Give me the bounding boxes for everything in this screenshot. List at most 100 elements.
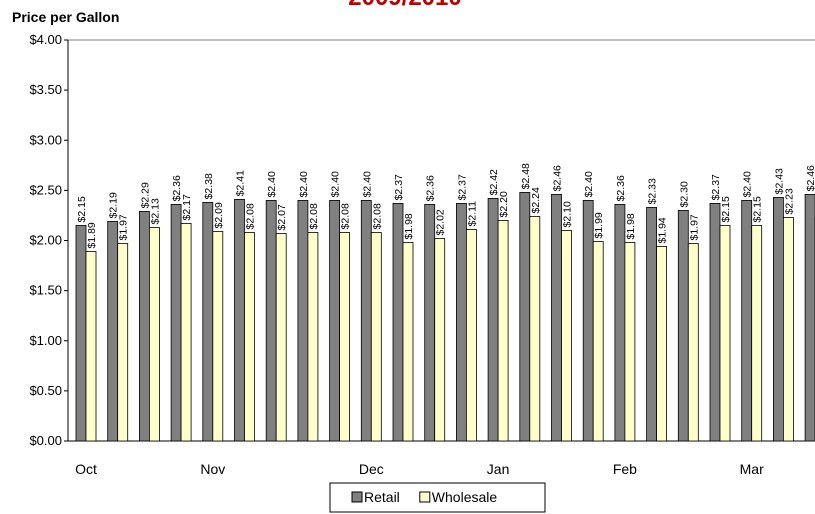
bar — [709, 203, 721, 442]
bar — [339, 232, 351, 442]
bar — [465, 229, 477, 442]
data-label: $2.33 — [647, 178, 659, 204]
data-label: $2.08 — [245, 203, 257, 229]
data-label: $2.46 — [805, 165, 815, 191]
y-tick-label: $0.50 — [29, 383, 62, 398]
y-tick-label: $3.00 — [29, 132, 62, 147]
data-label: $2.11 — [466, 201, 478, 227]
bar — [719, 225, 731, 442]
data-label: $2.15 — [720, 196, 732, 222]
bar — [582, 199, 594, 442]
bar — [434, 238, 446, 442]
bar — [117, 243, 129, 442]
data-label: $2.36 — [615, 175, 627, 201]
bar — [402, 242, 414, 442]
data-label: $1.97 — [688, 214, 700, 240]
bar — [202, 202, 214, 442]
data-label: $1.98 — [403, 213, 415, 239]
data-label: $1.89 — [86, 222, 98, 248]
y-tick-label: $1.00 — [29, 333, 62, 348]
bar — [138, 211, 150, 442]
bar — [329, 199, 341, 442]
legend-label: Wholesale — [432, 489, 498, 505]
bar — [497, 220, 509, 442]
data-label: $2.07 — [276, 204, 288, 230]
data-label: $2.40 — [330, 171, 342, 197]
bar — [244, 232, 255, 442]
data-label: $2.38 — [203, 173, 215, 199]
bar — [773, 196, 784, 442]
chart-title: 2009/2010 — [348, 0, 461, 11]
bar — [592, 241, 604, 442]
data-label: $1.97 — [118, 214, 130, 240]
legend-label: Retail — [364, 489, 400, 505]
bar — [519, 191, 531, 442]
bar — [75, 225, 87, 442]
bar — [741, 199, 753, 442]
bar — [561, 230, 572, 442]
data-label: $2.40 — [361, 171, 373, 197]
bar — [529, 216, 541, 442]
data-label: $2.36 — [171, 175, 183, 201]
y-tick-label: $2.50 — [29, 182, 62, 197]
data-label: $2.29 — [139, 182, 151, 208]
bar — [455, 203, 467, 442]
data-label: $1.94 — [657, 217, 669, 243]
bar — [487, 197, 499, 442]
y-tick-label: $3.50 — [29, 82, 62, 97]
legend-box — [329, 482, 546, 513]
bar — [392, 203, 404, 442]
data-label: $2.17 — [181, 194, 193, 220]
data-label: $2.40 — [298, 171, 310, 197]
bar — [677, 210, 689, 442]
bar — [687, 243, 699, 442]
y-axis-label: Price per Gallon — [12, 9, 119, 25]
bar — [297, 199, 309, 442]
x-tick-label: Mar — [740, 461, 764, 477]
data-label: $2.09 — [213, 202, 225, 228]
bar — [624, 242, 636, 442]
bar — [804, 193, 815, 442]
x-tick-label: Nov — [200, 461, 225, 477]
bar — [424, 204, 436, 442]
bar — [265, 199, 277, 442]
data-label: $2.37 — [456, 174, 468, 200]
y-tick-label: $2.00 — [29, 233, 62, 248]
data-label: $2.08 — [340, 203, 352, 229]
data-label: $2.24 — [530, 187, 542, 213]
data-label: $2.40 — [583, 171, 595, 197]
data-label: $2.10 — [562, 201, 574, 227]
bar — [212, 231, 224, 442]
bar — [656, 246, 667, 442]
data-label: $2.08 — [308, 203, 320, 229]
bar — [360, 199, 372, 442]
data-label: $2.15 — [76, 196, 88, 222]
x-tick-label: Oct — [75, 461, 97, 477]
legend-swatch — [351, 491, 363, 503]
data-label: $2.02 — [435, 209, 447, 235]
data-label: $2.13 — [149, 198, 161, 224]
data-label: $2.08 — [371, 203, 383, 229]
bar — [234, 198, 245, 442]
x-tick-label: Dec — [359, 461, 384, 477]
legend: Retail Wholesale — [329, 482, 546, 513]
data-label: $2.41 — [235, 170, 247, 196]
bar — [170, 204, 182, 442]
bar — [646, 207, 657, 442]
data-label: $2.40 — [742, 171, 754, 197]
bar — [85, 251, 97, 442]
data-label: $2.36 — [425, 175, 437, 201]
bar — [551, 193, 562, 442]
y-tick-label: $4.00 — [29, 32, 62, 47]
data-label: $2.19 — [108, 192, 120, 218]
data-label: $2.15 — [752, 196, 764, 222]
data-label: $2.43 — [773, 168, 785, 194]
data-label: $2.46 — [552, 165, 564, 191]
data-label: $2.23 — [783, 188, 795, 214]
legend-swatch — [419, 491, 431, 503]
data-label: $2.30 — [678, 181, 690, 207]
data-label: $2.37 — [393, 174, 405, 200]
data-label: $2.42 — [488, 169, 500, 195]
bar — [783, 217, 794, 442]
